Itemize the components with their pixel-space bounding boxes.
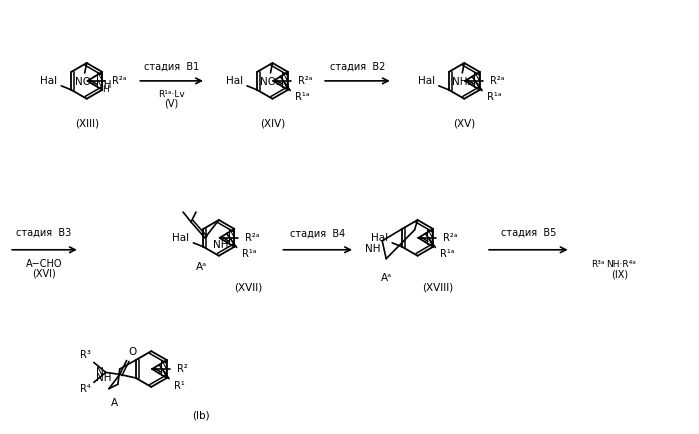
Text: R³ᵃ: R³ᵃ	[591, 260, 605, 269]
Text: R²ᵃ: R²ᵃ	[490, 76, 505, 86]
Text: N: N	[282, 79, 289, 89]
Text: N: N	[426, 229, 434, 239]
Text: стадия  B2: стадия B2	[330, 62, 385, 72]
Text: (XVIII): (XVIII)	[421, 283, 453, 293]
Text: стадия  B4: стадия B4	[290, 229, 345, 239]
Text: N: N	[473, 79, 481, 89]
Text: (XIV): (XIV)	[260, 118, 285, 128]
Text: стадия  B3: стадия B3	[16, 228, 71, 238]
Text: N: N	[228, 237, 236, 247]
Text: N: N	[160, 360, 168, 370]
Text: NH₂: NH₂	[452, 77, 472, 87]
Text: Hal: Hal	[173, 233, 189, 243]
Text: R²ᵃ: R²ᵃ	[113, 76, 127, 86]
Text: N: N	[96, 72, 103, 82]
Text: R²ᵃ: R²ᵃ	[443, 233, 458, 243]
Text: стадия  B5: стадия B5	[500, 228, 556, 238]
Text: N: N	[282, 72, 289, 82]
Text: Hal: Hal	[40, 76, 57, 86]
Text: R⁴: R⁴	[80, 385, 91, 395]
Text: (Ib): (Ib)	[192, 411, 210, 421]
Text: (V): (V)	[164, 99, 179, 109]
Text: R²ᵃ: R²ᵃ	[298, 76, 312, 86]
Text: (IX): (IX)	[611, 270, 628, 279]
Text: NO₂: NO₂	[261, 77, 280, 87]
Text: Aᵃ: Aᵃ	[196, 262, 208, 272]
Text: NH: NH	[365, 244, 380, 254]
Text: (XIII): (XIII)	[75, 118, 99, 128]
Text: Hal: Hal	[418, 76, 435, 86]
Text: R¹ᵃ: R¹ᵃ	[487, 92, 501, 102]
Text: R¹ᵃ·Lv: R¹ᵃ·Lv	[158, 90, 185, 99]
Text: R¹ᵃ: R¹ᵃ	[295, 92, 310, 102]
Text: N: N	[426, 237, 434, 247]
Text: A: A	[111, 398, 119, 408]
Text: NH: NH	[96, 79, 111, 89]
Text: А−СНО: А−СНО	[26, 259, 62, 269]
Text: Hal: Hal	[226, 76, 243, 86]
Text: O: O	[129, 346, 137, 356]
Text: N: N	[228, 229, 236, 239]
Text: (XVII): (XVII)	[235, 283, 263, 293]
Text: NH·R⁴ᵃ: NH·R⁴ᵃ	[606, 260, 636, 269]
Text: N: N	[96, 368, 103, 378]
Text: NH: NH	[213, 240, 229, 250]
Text: R²: R²	[177, 364, 188, 374]
Text: R¹ᵃ: R¹ᵃ	[440, 250, 455, 260]
Text: R¹: R¹	[174, 381, 185, 391]
Text: N: N	[473, 72, 481, 82]
Text: NH: NH	[96, 373, 112, 383]
Text: R³: R³	[80, 351, 91, 361]
Text: (XV): (XV)	[453, 118, 475, 128]
Text: H: H	[103, 85, 109, 94]
Text: Hal: Hal	[371, 233, 388, 243]
Text: (XVI): (XVI)	[32, 269, 56, 279]
Text: R²ᵃ: R²ᵃ	[245, 233, 259, 243]
Text: Aᵃ: Aᵃ	[381, 273, 391, 283]
Text: стадия  B1: стадия B1	[144, 62, 199, 72]
Text: R¹ᵃ: R¹ᵃ	[242, 250, 256, 260]
Text: N: N	[160, 368, 168, 378]
Text: NO₂: NO₂	[75, 77, 95, 87]
